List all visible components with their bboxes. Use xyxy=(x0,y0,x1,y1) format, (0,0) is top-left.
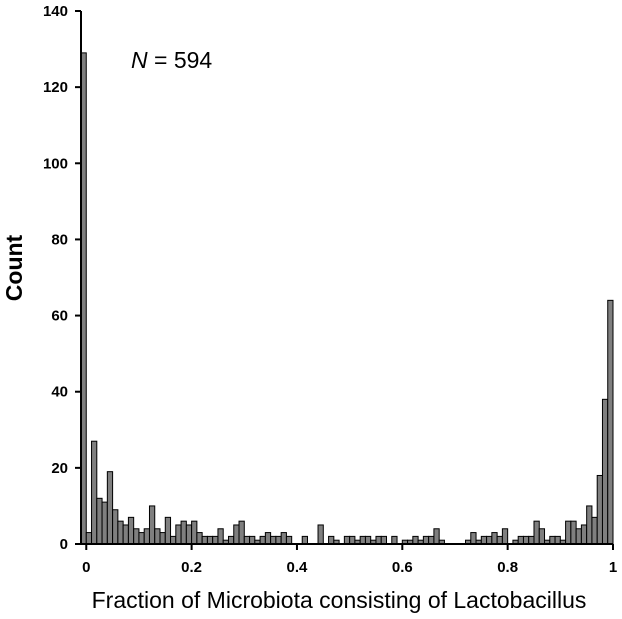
y-tick-label: 20 xyxy=(51,460,68,477)
x-tick-label: 1 xyxy=(609,559,617,576)
histogram-bar xyxy=(428,535,435,545)
histogram-bar xyxy=(301,535,308,545)
histogram-bar xyxy=(96,497,103,545)
x-axis-ticks: 0 0.2 0.4 0.6 0.8 1 xyxy=(82,544,617,576)
histogram-bar xyxy=(496,535,503,545)
histogram-bar xyxy=(380,535,388,545)
histogram-bar xyxy=(106,471,114,545)
x-tick-label: 0.8 xyxy=(497,559,518,576)
histogram-bar xyxy=(143,528,150,545)
histogram-bar xyxy=(101,501,108,545)
histogram-bars xyxy=(80,52,614,545)
histogram-bar xyxy=(285,535,293,545)
histogram-bar xyxy=(170,535,177,545)
histogram-bar xyxy=(270,535,277,545)
y-tick-label: 60 xyxy=(51,308,68,325)
histogram-bar xyxy=(554,535,561,545)
histogram-bar xyxy=(238,520,245,545)
y-tick-label: 0 xyxy=(60,536,68,553)
histogram-bar xyxy=(343,535,351,545)
histogram-bar xyxy=(280,532,287,545)
histogram-bar xyxy=(349,535,356,545)
histogram-bar xyxy=(433,528,440,545)
x-tick-label: 0.4 xyxy=(287,559,309,576)
histogram-bar xyxy=(133,528,140,545)
histogram-bar xyxy=(91,440,98,545)
y-tick-label: 80 xyxy=(51,231,68,248)
histogram-bar xyxy=(138,532,145,545)
histogram-bar xyxy=(591,516,598,545)
histogram-bar xyxy=(212,535,219,545)
histogram-bar xyxy=(596,474,603,545)
x-axis-title: Fraction of Microbiota consisting of Lac… xyxy=(92,587,587,613)
histogram-bar xyxy=(575,528,582,545)
histogram-bar xyxy=(249,535,256,545)
histogram-bar xyxy=(317,524,324,545)
y-axis-ticks: 0 20 40 60 80 100 120 140 xyxy=(43,3,81,553)
histogram-bar xyxy=(364,535,372,545)
histogram-bar xyxy=(328,535,335,545)
histogram-bar xyxy=(359,535,366,545)
histogram-bar xyxy=(264,532,272,545)
histogram-bar xyxy=(601,398,609,545)
histogram-bar xyxy=(127,516,135,545)
histogram-bar xyxy=(533,520,540,545)
y-tick-label: 40 xyxy=(51,384,68,401)
histogram-bar xyxy=(185,524,193,545)
histogram-bar xyxy=(85,532,93,545)
histogram-bar xyxy=(517,535,524,545)
histogram-bar xyxy=(565,520,572,545)
histogram-bar xyxy=(607,299,614,545)
histogram-bar xyxy=(549,535,556,545)
histogram-bar xyxy=(154,528,161,545)
histogram-bar xyxy=(112,509,119,545)
histogram-bar xyxy=(164,516,172,545)
sample-size-symbol: N xyxy=(131,47,148,73)
histogram-bar xyxy=(375,535,382,545)
histogram-bar xyxy=(501,528,509,545)
histogram-bar xyxy=(227,535,235,545)
histogram-bar xyxy=(159,532,166,545)
histogram-bar xyxy=(196,532,203,545)
histogram-bar xyxy=(491,532,498,545)
histogram-bar xyxy=(486,535,493,545)
histogram-bar xyxy=(191,520,198,545)
histogram-bar xyxy=(586,505,593,545)
sample-size-value: = 594 xyxy=(148,47,213,73)
histogram-bar xyxy=(480,535,488,545)
x-tick-label: 0.2 xyxy=(181,559,202,576)
sample-size-annotation: N = 594 xyxy=(131,47,212,73)
y-tick-label: 120 xyxy=(43,79,68,96)
histogram-bar xyxy=(148,505,156,545)
histogram-bar xyxy=(175,524,182,545)
histogram-bar xyxy=(201,535,208,545)
histogram-bar xyxy=(570,520,577,545)
x-tick-label: 0.6 xyxy=(392,559,413,576)
histogram-bar xyxy=(180,520,187,545)
histogram-bar xyxy=(259,535,266,545)
histogram-bar xyxy=(412,535,419,545)
histogram-bar xyxy=(391,535,398,545)
histogram-bar xyxy=(275,535,282,545)
y-tick-label: 140 xyxy=(43,3,68,20)
histogram-bar xyxy=(422,535,430,545)
y-axis-title: Count xyxy=(1,234,27,301)
histogram-bar xyxy=(522,535,530,545)
histogram-bar xyxy=(217,528,224,545)
histogram-bar xyxy=(580,524,588,545)
y-tick-label: 100 xyxy=(43,155,68,172)
histogram-bar xyxy=(470,532,477,545)
x-tick-label: 0 xyxy=(82,559,90,576)
histogram-bar xyxy=(122,524,129,545)
histogram-bar xyxy=(117,520,124,545)
axes xyxy=(80,11,613,545)
histogram-bar xyxy=(243,535,251,545)
histogram-bar xyxy=(206,535,214,545)
histogram-bar xyxy=(528,535,535,545)
histogram-bar xyxy=(538,528,546,545)
histogram-bar xyxy=(233,524,240,545)
